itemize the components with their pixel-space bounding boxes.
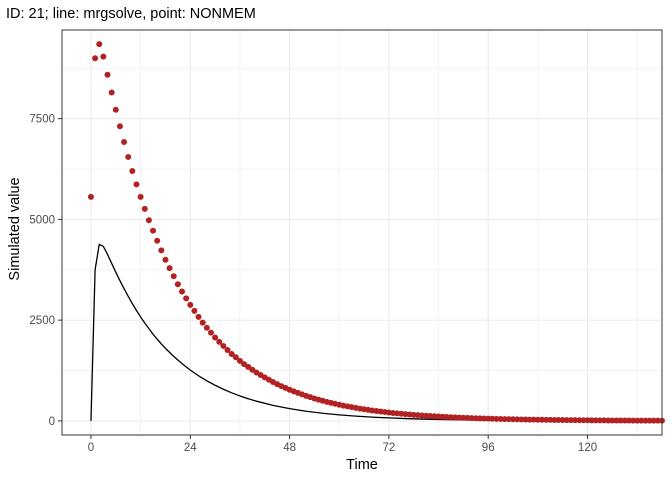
data-point: [232, 354, 239, 361]
data-point: [150, 227, 157, 234]
data-point: [220, 342, 227, 349]
data-point: [580, 417, 587, 424]
data-point: [179, 288, 185, 295]
data-point: [170, 273, 177, 280]
data-point: [224, 346, 231, 353]
data-point: [121, 139, 128, 146]
data-point: [634, 417, 641, 424]
series-points-layer: [87, 41, 665, 424]
data-point: [654, 417, 661, 424]
data-point: [236, 357, 243, 364]
data-point: [104, 71, 111, 78]
data-point: [572, 417, 579, 424]
data-point: [534, 416, 541, 423]
data-point: [187, 301, 194, 308]
data-point: [567, 417, 574, 424]
data-point: [87, 193, 94, 200]
data-point: [613, 417, 620, 424]
data-point: [141, 205, 148, 212]
data-point: [650, 417, 657, 424]
x-tick-label: 24: [184, 442, 197, 454]
data-point: [605, 417, 612, 424]
x-tick-label: 48: [283, 442, 296, 454]
data-point: [203, 324, 210, 331]
data-point: [601, 417, 608, 424]
chart-title: ID: 21; line: mrgsolve, point: NONMEM: [6, 6, 256, 22]
data-point: [166, 265, 173, 272]
data-point: [116, 123, 123, 130]
x-axis-title: Time: [346, 457, 378, 473]
data-point: [592, 417, 599, 424]
x-tick-label: 72: [382, 442, 395, 454]
x-axis: 0 24 48 72 96 120: [88, 435, 597, 454]
data-point: [129, 168, 136, 175]
data-point: [576, 417, 583, 424]
panel-border: [61, 29, 663, 436]
data-point: [559, 417, 566, 424]
x-tick-label: 0: [88, 442, 94, 454]
data-point: [125, 153, 132, 160]
data-point: [145, 217, 152, 224]
data-point: [154, 237, 161, 244]
data-point: [112, 106, 119, 113]
data-point: [596, 417, 603, 424]
data-point: [621, 417, 628, 424]
data-point: [526, 416, 533, 423]
data-point: [588, 417, 595, 424]
data-point: [617, 417, 624, 424]
x-tick-label: 120: [578, 442, 597, 454]
data-point: [174, 281, 181, 288]
data-point: [630, 417, 637, 424]
data-point: [642, 417, 649, 424]
data-point: [646, 417, 653, 424]
data-point: [563, 417, 570, 424]
y-axis-title: Simulated value: [7, 177, 23, 280]
y-tick-label: 0: [49, 416, 55, 428]
data-point: [158, 247, 165, 254]
data-point: [195, 313, 202, 320]
data-point: [551, 416, 558, 423]
data-point: [100, 53, 107, 60]
data-point: [555, 417, 562, 424]
data-point: [133, 181, 140, 188]
data-point: [108, 89, 115, 96]
data-point: [162, 256, 169, 263]
data-point: [638, 417, 645, 424]
data-point: [625, 417, 632, 424]
data-point: [228, 351, 235, 357]
grid: [62, 30, 662, 435]
data-point: [199, 319, 206, 326]
y-tick-label: 5000: [29, 214, 55, 226]
data-point: [191, 307, 198, 314]
y-tick-label: 2500: [29, 315, 55, 327]
data-point: [212, 334, 219, 341]
y-tick-label: 7500: [29, 114, 55, 126]
data-point: [96, 41, 103, 48]
data-point: [207, 329, 214, 336]
y-axis: 0 2500 5000 7500: [29, 114, 62, 428]
data-point: [216, 338, 223, 345]
x-tick-label: 96: [482, 442, 495, 454]
data-point: [137, 193, 144, 200]
data-point: [584, 417, 591, 424]
series-line-layer: [90, 243, 663, 422]
data-point: [92, 55, 99, 62]
data-point: [183, 295, 190, 302]
series-line: [90, 243, 663, 422]
data-point: [609, 417, 616, 424]
data-point: [543, 416, 550, 423]
